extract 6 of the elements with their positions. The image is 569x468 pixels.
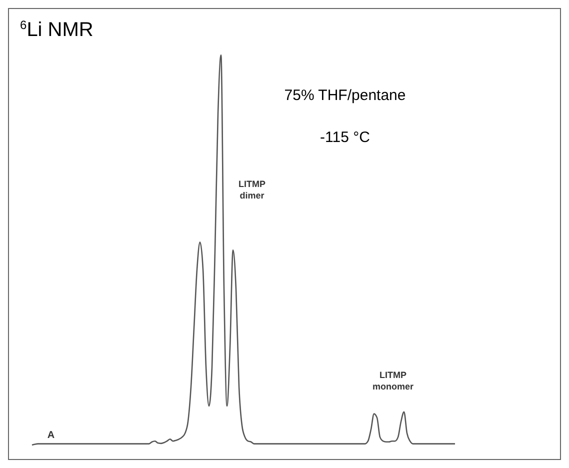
annotation: A — [47, 430, 55, 441]
annotation: 75% THF/pentane — [284, 87, 406, 104]
annotation: LITMP monomer — [372, 370, 414, 392]
chart-title: $^{6}$Li NMR — [20, 18, 94, 41]
annotation: -115 °C — [320, 129, 370, 146]
annotation: LITMP dimer — [238, 179, 266, 201]
